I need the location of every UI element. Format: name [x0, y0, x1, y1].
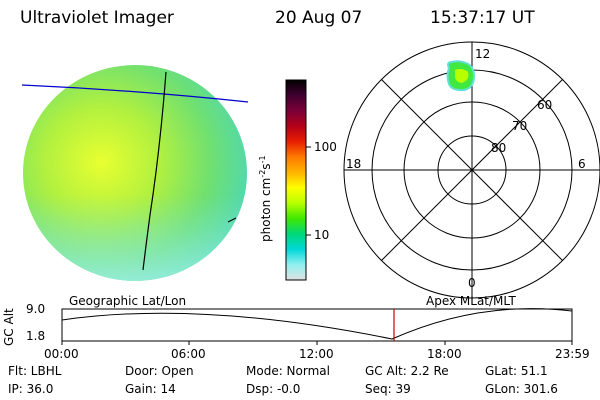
polar-diag-2 [380, 78, 564, 262]
info-door: Door: Open [125, 364, 194, 378]
info-dsp: Dsp: -0.0 [246, 382, 301, 396]
colorbar-unit-label: photon cm-2s-1 [258, 155, 273, 242]
grid-meridian-line [142, 71, 167, 271]
info-ip: IP: 36.0 [8, 382, 54, 396]
grid-tick [227, 217, 237, 223]
info-filter: Flt: LBHL [8, 364, 62, 378]
mlt-label-18: 18 [346, 157, 362, 171]
timeline-ytick-top: 9.0 [26, 302, 46, 316]
colorbar [285, 79, 311, 281]
timeline-right-title: Apex MLat/MLT [426, 294, 516, 308]
timeline-xtick-0: 00:00 [44, 347, 79, 361]
altitude-curve [61, 308, 573, 340]
instrument-title: Ultraviolet Imager [20, 8, 174, 28]
info-mode: Mode: Normal [246, 364, 330, 378]
grid-latitude-line [21, 84, 249, 103]
timeline-xtick-2: 12:00 [299, 347, 334, 361]
time-label: 15:37:17 UT [430, 8, 535, 28]
timeline-ytick-bottom: 1.8 [26, 329, 46, 343]
info-seq: Seq: 39 [365, 382, 411, 396]
mlt-label-6: 6 [578, 157, 586, 171]
uv-image [21, 65, 249, 281]
lat-label-80: 80 [491, 141, 507, 155]
colorbar-scale [286, 80, 306, 280]
info-gc-alt: GC Alt: 2.2 Re [365, 364, 449, 378]
timeline-ylabel: GC Alt [2, 308, 16, 346]
lat-label-70: 70 [512, 119, 528, 133]
timeline-xtick-3: 18:00 [427, 347, 462, 361]
colorbar-tick-label-100: 100 [314, 140, 337, 154]
timeline-plot [61, 308, 573, 345]
timeline-xtick-1: 06:00 [171, 347, 206, 361]
mlt-label-0: 0 [468, 276, 476, 290]
date-label: 20 Aug 07 [275, 8, 363, 28]
timeline-xtick-4: 23:59 [555, 347, 590, 361]
polar-plot [343, 41, 600, 299]
lat-label-60: 60 [537, 98, 553, 112]
mlt-label-12: 12 [475, 47, 491, 61]
info-glon: GLon: 301.6 [485, 382, 558, 396]
timeline-left-title: Geographic Lat/Lon [69, 294, 187, 308]
info-gain: Gain: 14 [125, 382, 176, 396]
info-glat: GLat: 51.1 [485, 364, 548, 378]
colorbar-tick-label-10: 10 [314, 228, 330, 242]
